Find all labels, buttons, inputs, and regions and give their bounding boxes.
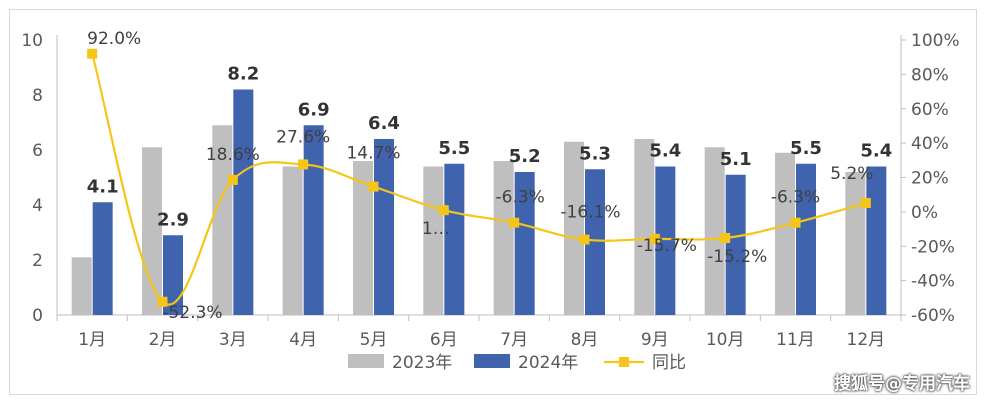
bar-2024 — [655, 166, 676, 315]
right-tick-label: -60% — [911, 306, 955, 326]
bar-2024-label: 8.2 — [227, 64, 259, 85]
bar-2024 — [585, 169, 605, 315]
x-tick-label: 3月 — [219, 330, 247, 350]
yoy-point — [579, 234, 590, 245]
right-tick-label: 60% — [911, 100, 949, 120]
left-tick-label: 2 — [32, 251, 43, 271]
bar-2024 — [374, 139, 394, 315]
right-tick-label: 0% — [911, 203, 938, 223]
bar-2024-label: 5.4 — [860, 141, 892, 162]
yoy-label: 92.0% — [87, 29, 141, 49]
yoy-label: 1… — [422, 219, 450, 239]
right-tick-label: 80% — [911, 65, 949, 85]
x-tick-label: 11月 — [776, 330, 815, 350]
bar-2024 — [866, 166, 887, 315]
bar-2024 — [92, 202, 113, 315]
legend-label-yoy: 同比 — [652, 353, 686, 373]
yoy-label: -6.3% — [496, 188, 545, 208]
x-tick-label: 5月 — [360, 330, 388, 350]
bar-2023 — [282, 166, 303, 315]
x-tick-label: 4月 — [289, 330, 317, 350]
yoy-point — [509, 217, 520, 228]
x-tick-label: 6月 — [430, 330, 458, 350]
right-tick-label: 100% — [911, 31, 960, 51]
yoy-label: -15.2% — [707, 247, 767, 267]
right-tick-label: -20% — [911, 237, 955, 257]
bar-2023 — [212, 125, 233, 315]
watermark: 搜狐号@专用汽车 — [834, 374, 970, 394]
legend-swatch-2023 — [348, 354, 384, 368]
bar-2023 — [71, 257, 92, 315]
right-tick-label: 20% — [911, 169, 949, 189]
bar-2024-label: 5.3 — [579, 143, 611, 164]
bar-2024-label: 2.9 — [157, 209, 189, 230]
chart-frame: 0 2 4 6 8 10 -60% -40% -20% 0% 20% 40% 60% 80% 100% 1月 2… — [9, 9, 977, 395]
left-tick-label: 0 — [32, 306, 43, 326]
yoy-point — [368, 181, 379, 192]
left-tick-label: 6 — [32, 141, 43, 161]
x-tick-label: 9月 — [641, 330, 669, 350]
x-tick-label: 10月 — [706, 330, 745, 350]
yoy-point — [860, 197, 871, 208]
bar-2024 — [796, 163, 816, 315]
bar-2024-label: 5.1 — [720, 149, 752, 170]
bar-2023 — [775, 152, 795, 315]
bar-2024-label: 4.1 — [87, 176, 119, 197]
bar-2024-label: 5.5 — [790, 138, 822, 159]
yoy-point — [790, 217, 801, 228]
yoy-point — [649, 233, 660, 244]
yoy-label: -16.1% — [560, 203, 620, 223]
yoy-label: 18.6% — [206, 145, 260, 165]
bar-2024-label: 5.4 — [649, 141, 681, 162]
bar-2023 — [423, 166, 444, 315]
x-tick-label: 7月 — [500, 330, 528, 350]
x-tick-label: 2月 — [149, 330, 177, 350]
legend-label-2024: 2024年 — [518, 353, 578, 373]
yoy-point — [87, 48, 98, 59]
yoy-label: -52.3% — [162, 303, 222, 323]
yoy-point — [227, 174, 238, 185]
yoy-point — [720, 233, 731, 243]
left-tick-label: 4 — [32, 196, 43, 216]
bar-2024 — [163, 235, 183, 315]
yoy-label: 27.6% — [276, 127, 330, 147]
bar-line-chart: 0 2 4 6 8 10 -60% -40% -20% 0% 20% 40% 60% 80% 100% 1月 2… — [21, 29, 960, 373]
bar-2024 — [725, 174, 746, 315]
yoy-label: -15.7% — [637, 236, 697, 256]
legend-swatch-2024 — [474, 354, 510, 368]
legend-label-2023: 2023年 — [392, 353, 452, 373]
bar-2023 — [845, 172, 866, 315]
yoy-label: 14.7% — [346, 144, 400, 164]
right-tick-label: -40% — [911, 272, 955, 292]
x-tick-label: 12月 — [847, 330, 886, 350]
x-tick-label: 8月 — [571, 330, 599, 350]
yoy-label: 5.2% — [830, 164, 873, 184]
bar-2024-label: 5.2 — [509, 146, 541, 167]
bar-2023 — [142, 147, 162, 315]
bar-2024-label: 6.9 — [298, 99, 330, 120]
yoy-point — [157, 296, 168, 307]
bar-2024 — [444, 163, 465, 315]
bar-2024-label: 5.5 — [438, 138, 470, 159]
yoy-label: -6.3% — [771, 188, 820, 208]
bar-2023 — [564, 141, 584, 315]
yoy-point — [298, 159, 309, 170]
right-tick-label: 40% — [911, 134, 949, 154]
bar-2024-label: 6.4 — [368, 113, 400, 134]
yoy-point — [438, 205, 449, 216]
legend-marker-yoy — [619, 357, 629, 367]
bar-2024 — [233, 89, 254, 315]
x-tick-label: 1月 — [78, 330, 106, 350]
bar-2023 — [493, 161, 514, 315]
bar-2024 — [514, 172, 535, 315]
bar-2023 — [704, 147, 725, 315]
bar-2023 — [353, 161, 373, 315]
bar-2024 — [303, 125, 324, 315]
bar-2023 — [634, 139, 655, 315]
left-tick-label: 10 — [21, 31, 43, 51]
left-tick-label: 8 — [32, 86, 43, 106]
